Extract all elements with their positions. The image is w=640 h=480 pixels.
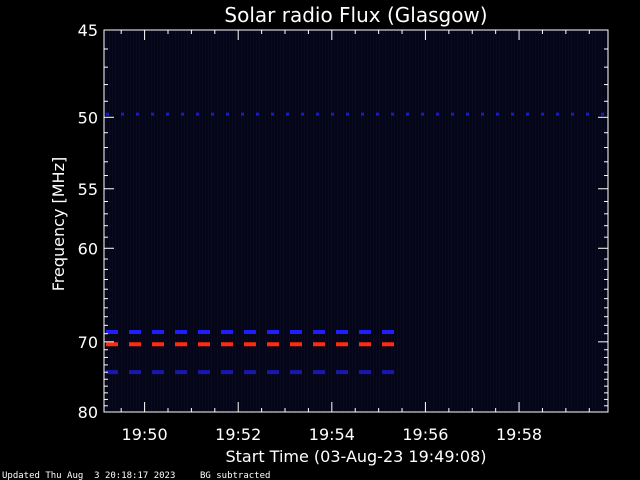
plot-area bbox=[104, 30, 608, 412]
plot-frame bbox=[103, 29, 609, 413]
x-tick-label: 19:50 bbox=[122, 425, 168, 444]
x-tick-label: 19:58 bbox=[496, 425, 542, 444]
y-axis-label: Frequency [MHz] bbox=[49, 157, 68, 291]
x-axis: 19:50 19:52 19:54 19:56 19:58 bbox=[120, 30, 590, 444]
y-tick-label: 70 bbox=[78, 333, 98, 352]
y-axis: 45 50 55 60 70 80 bbox=[78, 21, 608, 422]
updated-timestamp: Updated Thu Aug 3 20:18:17 2023 bbox=[2, 471, 175, 480]
x-tick-label: 19:52 bbox=[215, 425, 261, 444]
emission-lines bbox=[106, 112, 605, 375]
chart-title: Solar radio Flux (Glasgow) bbox=[224, 3, 487, 27]
bg-subtracted-note: BG subtracted bbox=[200, 471, 270, 480]
x-tick-label: 19:56 bbox=[402, 425, 448, 444]
y-tick-label: 45 bbox=[78, 21, 98, 40]
y-tick-label: 60 bbox=[78, 239, 98, 258]
y-tick-label: 80 bbox=[78, 403, 98, 422]
x-axis-label: Start Time (03-Aug-23 19:49:08) bbox=[226, 447, 487, 466]
x-tick-label: 19:54 bbox=[309, 425, 355, 444]
y-tick-label: 50 bbox=[78, 108, 98, 127]
y-tick-label: 55 bbox=[78, 180, 98, 199]
